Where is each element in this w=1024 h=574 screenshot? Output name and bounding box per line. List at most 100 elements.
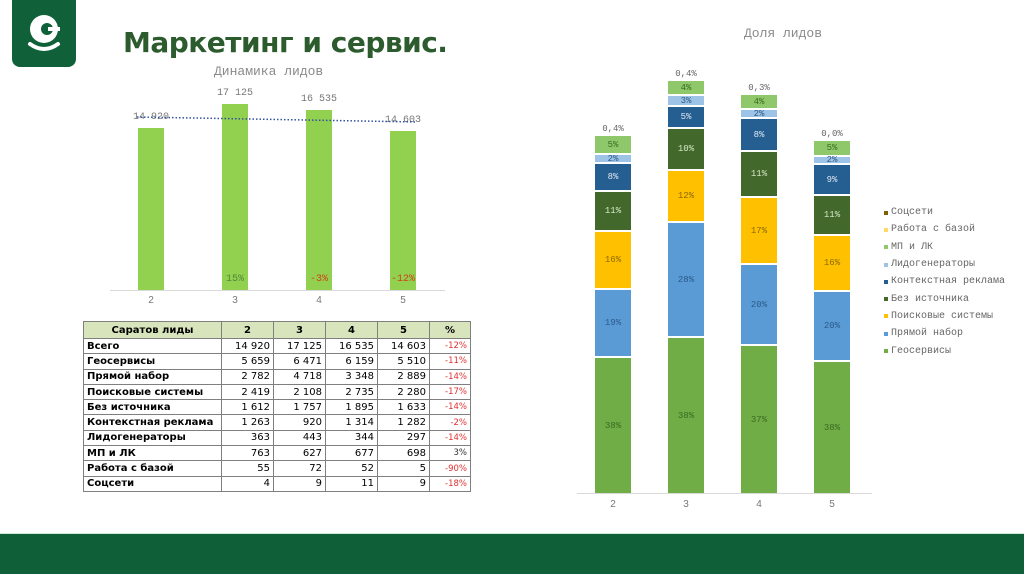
x-tick-label: 4 [316,295,322,306]
right-chart-title: Доля лидов [744,26,823,41]
cell-value: 5 510 [377,353,430,370]
bar-segment: 19% [595,288,631,356]
cell-value: 14 920 [221,337,274,355]
value-label: 14 603 [384,115,422,127]
cell-value: 677 [325,445,378,462]
bar-segment: 3% [668,94,704,106]
bar [306,110,332,290]
cell-value: 9 [377,475,430,492]
table-row: Контекстная реклама 1 263 920 1 314 1 282 -2% [83,414,471,431]
bar-segment: 9% [814,163,850,194]
legend-item: Поисковые системы [884,308,1005,325]
legend-item: Соцсети [884,204,1005,221]
bar-segment: 28% [668,221,704,336]
x-axis [577,493,872,494]
cell-value: 4 [221,475,274,492]
logo-c-icon [28,15,60,51]
bar-segment: 5% [814,139,850,155]
legend-swatch-icon [884,349,888,354]
row-name: Геосервисы [83,353,222,370]
table-row: Поисковые системы 2 419 2 108 2 735 2 280 -17… [83,383,471,401]
cell-value: 6 159 [325,353,378,370]
value-label: 16 535 [300,94,338,106]
top-label: 0,3% [748,83,770,93]
cell-value: 2 280 [377,383,430,401]
cell-value: 1 633 [377,399,430,416]
legend-swatch-icon [884,227,888,232]
cell-value: 17 125 [273,337,326,355]
cell-value: 5 659 [221,353,274,370]
row-name: Соцсети [83,475,222,492]
table-row: Без источника 1 612 1 757 1 895 1 633 -14% [83,399,471,416]
legend-item: Геосервисы [884,342,1005,359]
legend-label: Поисковые системы [891,310,994,322]
bar-segment: 5% [668,105,704,127]
legend-swatch-icon [884,245,888,250]
cell-value: 1 757 [273,399,326,416]
cell-value: 2 108 [273,383,326,401]
table-row: МП и ЛК 763 627 677 698 3% [83,445,471,462]
row-name: МП и ЛК [83,445,222,462]
bar-segment: 37% [741,344,777,493]
cell-percent: 3% [429,445,471,462]
change-label: -3% [309,274,329,285]
cell-value: 1 282 [377,414,430,431]
legend-swatch-icon [884,297,888,302]
bar-segment: 38% [814,360,850,493]
cell-percent: -12% [429,337,471,355]
cell-value: 2 782 [221,368,274,385]
logo [12,0,76,67]
legend-item: Без источника [884,290,1005,307]
legend-label: Геосервисы [891,345,952,357]
cell-value: 4 718 [273,368,326,385]
row-name: Контекстная реклама [83,414,222,431]
top-label: 0,0% [821,129,843,139]
legend-item: Работа с базой [884,221,1005,238]
cell-percent: -14% [429,429,471,447]
bar-segment: 38% [595,356,631,493]
cell-value: 55 [221,460,274,477]
cell-value: 920 [273,414,326,431]
page-title: Маркетинг и сервис. [123,26,448,59]
footer-band [0,533,1024,574]
cell-value: 52 [325,460,378,477]
cell-value: 1 895 [325,399,378,416]
legend-label: Соцсети [891,207,934,219]
bar-segment: 2% [741,108,777,119]
bar-segment: 8% [595,162,631,190]
bar-segment: 10% [668,127,704,169]
table-header-col: 4 [325,321,378,339]
legend-item: Прямой набор [884,325,1005,342]
cell-value: 698 [377,445,430,462]
cell-value: 11 [325,475,378,492]
bar-segment: 2% [814,155,850,165]
row-name: Прямой набор [83,368,222,385]
legend-swatch-icon [884,331,888,336]
cell-value: 16 535 [325,337,378,355]
bar-segment: 16% [595,230,631,288]
cell-value: 297 [377,429,430,447]
chart-legend: Соцсети Работа с базой МП и ЛК Лидогенерато… [884,204,1005,360]
bar [222,104,248,290]
table-header-title: Саратов лиды [83,321,222,339]
table-header-col: 2 [221,321,274,339]
table-row: Соцсети 4 9 11 9 -18% [83,475,471,492]
row-name: Без источника [83,399,222,416]
top-label: 0,4% [675,69,697,79]
value-label: 17 125 [216,88,254,99]
cell-value: 6 471 [273,353,326,370]
bar-segment: 11% [595,190,631,230]
x-tick-label: 3 [232,295,238,306]
cell-value: 72 [273,460,326,477]
cell-percent: -14% [429,368,471,385]
bar [138,127,164,290]
bar-segment: 4% [741,93,777,108]
bar-segment: 20% [814,290,850,360]
bar-segment: 11% [814,194,850,234]
bar [390,131,416,290]
bar-segment: 38% [668,336,704,493]
cell-value: 2 735 [325,383,378,401]
legend-swatch-icon [884,262,888,267]
table-header-col: 3 [273,321,326,339]
